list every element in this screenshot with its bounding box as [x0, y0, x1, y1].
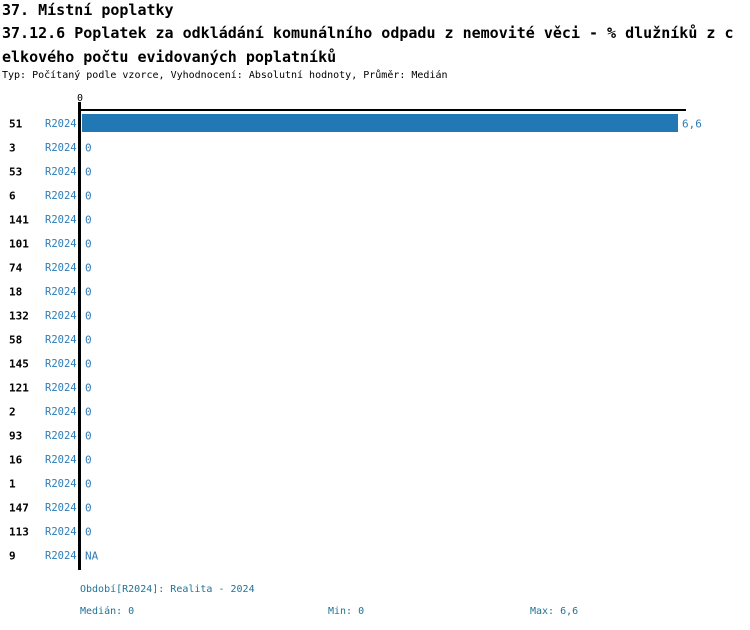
page-title: 37. Místní poplatky [2, 1, 174, 19]
value-label: 0 [85, 309, 92, 323]
row-period-label: R2024 [45, 214, 77, 226]
value-label: 0 [85, 477, 92, 491]
row-period-label: R2024 [45, 526, 77, 538]
row-period-label: R2024 [45, 166, 77, 178]
row-category-label: 1 [9, 477, 16, 491]
stat-max: Max: 6,6 [530, 606, 579, 617]
x-axis-line [78, 109, 686, 111]
row-period-label: R2024 [45, 190, 77, 202]
chart-row: 93 R2024 0 [0, 424, 750, 448]
value-label: 0 [85, 405, 92, 419]
row-period-label: R2024 [45, 118, 77, 130]
chart-row: 147 R2024 0 [0, 496, 750, 520]
row-category-label: 9 [9, 549, 16, 563]
row-period-label: R2024 [45, 430, 77, 442]
chart-row: 51 R2024 6,6 [0, 112, 750, 136]
row-period-label: R2024 [45, 142, 77, 154]
row-period-label: R2024 [45, 454, 77, 466]
value-label: 6,6 [682, 117, 702, 131]
value-label: 0 [85, 237, 92, 251]
chart-subtitle-line-2: elkového počtu evidovaných poplatníků [2, 48, 337, 66]
chart-row: 18 R2024 0 [0, 280, 750, 304]
row-period-label: R2024 [45, 286, 77, 298]
chart-row: 113 R2024 0 [0, 520, 750, 544]
value-label: 0 [85, 165, 92, 179]
row-period-label: R2024 [45, 550, 77, 562]
period-label: Období[R2024]: Realita - 2024 [80, 584, 255, 595]
chart-row: 132 R2024 0 [0, 304, 750, 328]
row-period-label: R2024 [45, 310, 77, 322]
value-bar[interactable] [82, 114, 678, 132]
row-period-label: R2024 [45, 358, 77, 370]
row-category-label: 51 [9, 117, 23, 131]
chart-row: 141 R2024 0 [0, 208, 750, 232]
y-axis-line [78, 102, 81, 570]
chart-row: 2 R2024 0 [0, 400, 750, 424]
chart-rows: 51 R2024 6,6 3 R2024 0 53 R2024 0 6 R2024 0 141 R2024… [0, 112, 750, 568]
value-label: 0 [85, 285, 92, 299]
chart-row: 9 R2024 NA [0, 544, 750, 568]
row-category-label: 101 [9, 237, 29, 251]
row-period-label: R2024 [45, 478, 77, 490]
row-category-label: 132 [9, 309, 29, 323]
chart-row: 53 R2024 0 [0, 160, 750, 184]
value-label: 0 [85, 189, 92, 203]
chart-row: 6 R2024 0 [0, 184, 750, 208]
row-period-label: R2024 [45, 406, 77, 418]
chart-row: 58 R2024 0 [0, 328, 750, 352]
value-label: 0 [85, 501, 92, 515]
chart-row: 101 R2024 0 [0, 232, 750, 256]
row-category-label: 121 [9, 381, 29, 395]
row-category-label: 74 [9, 261, 23, 275]
row-category-label: 6 [9, 189, 16, 203]
chart-row: 121 R2024 0 [0, 376, 750, 400]
row-category-label: 145 [9, 357, 29, 371]
value-label: 0 [85, 381, 92, 395]
value-label: 0 [85, 525, 92, 539]
x-axis-tick-label: 0 [76, 93, 84, 104]
row-period-label: R2024 [45, 238, 77, 250]
row-category-label: 147 [9, 501, 29, 515]
value-label: 0 [85, 141, 92, 155]
row-period-label: R2024 [45, 334, 77, 346]
row-category-label: 53 [9, 165, 23, 179]
value-label: 0 [85, 453, 92, 467]
value-label: 0 [85, 357, 92, 371]
value-label: 0 [85, 429, 92, 443]
row-category-label: 58 [9, 333, 23, 347]
value-label: NA [85, 549, 99, 563]
row-category-label: 113 [9, 525, 29, 539]
row-period-label: R2024 [45, 502, 77, 514]
stat-median: Medián: 0 [80, 606, 135, 617]
stat-min: Min: 0 [328, 606, 365, 617]
row-category-label: 3 [9, 141, 16, 155]
chart-row: 145 R2024 0 [0, 352, 750, 376]
row-category-label: 16 [9, 453, 23, 467]
row-period-label: R2024 [45, 262, 77, 274]
row-category-label: 18 [9, 285, 23, 299]
chart-row: 1 R2024 0 [0, 472, 750, 496]
value-label: 0 [85, 261, 92, 275]
chart-row: 74 R2024 0 [0, 256, 750, 280]
chart-row: 3 R2024 0 [0, 136, 750, 160]
chart-meta-line: Typ: Počítaný podle vzorce, Vyhodnocení:… [2, 70, 448, 81]
row-category-label: 141 [9, 213, 29, 227]
row-category-label: 93 [9, 429, 23, 443]
row-period-label: R2024 [45, 382, 77, 394]
value-label: 0 [85, 333, 92, 347]
chart-row: 16 R2024 0 [0, 448, 750, 472]
row-category-label: 2 [9, 405, 16, 419]
chart-subtitle-line-1: 37.12.6 Poplatek za odkládání komunálníh… [2, 24, 734, 42]
value-label: 0 [85, 213, 92, 227]
